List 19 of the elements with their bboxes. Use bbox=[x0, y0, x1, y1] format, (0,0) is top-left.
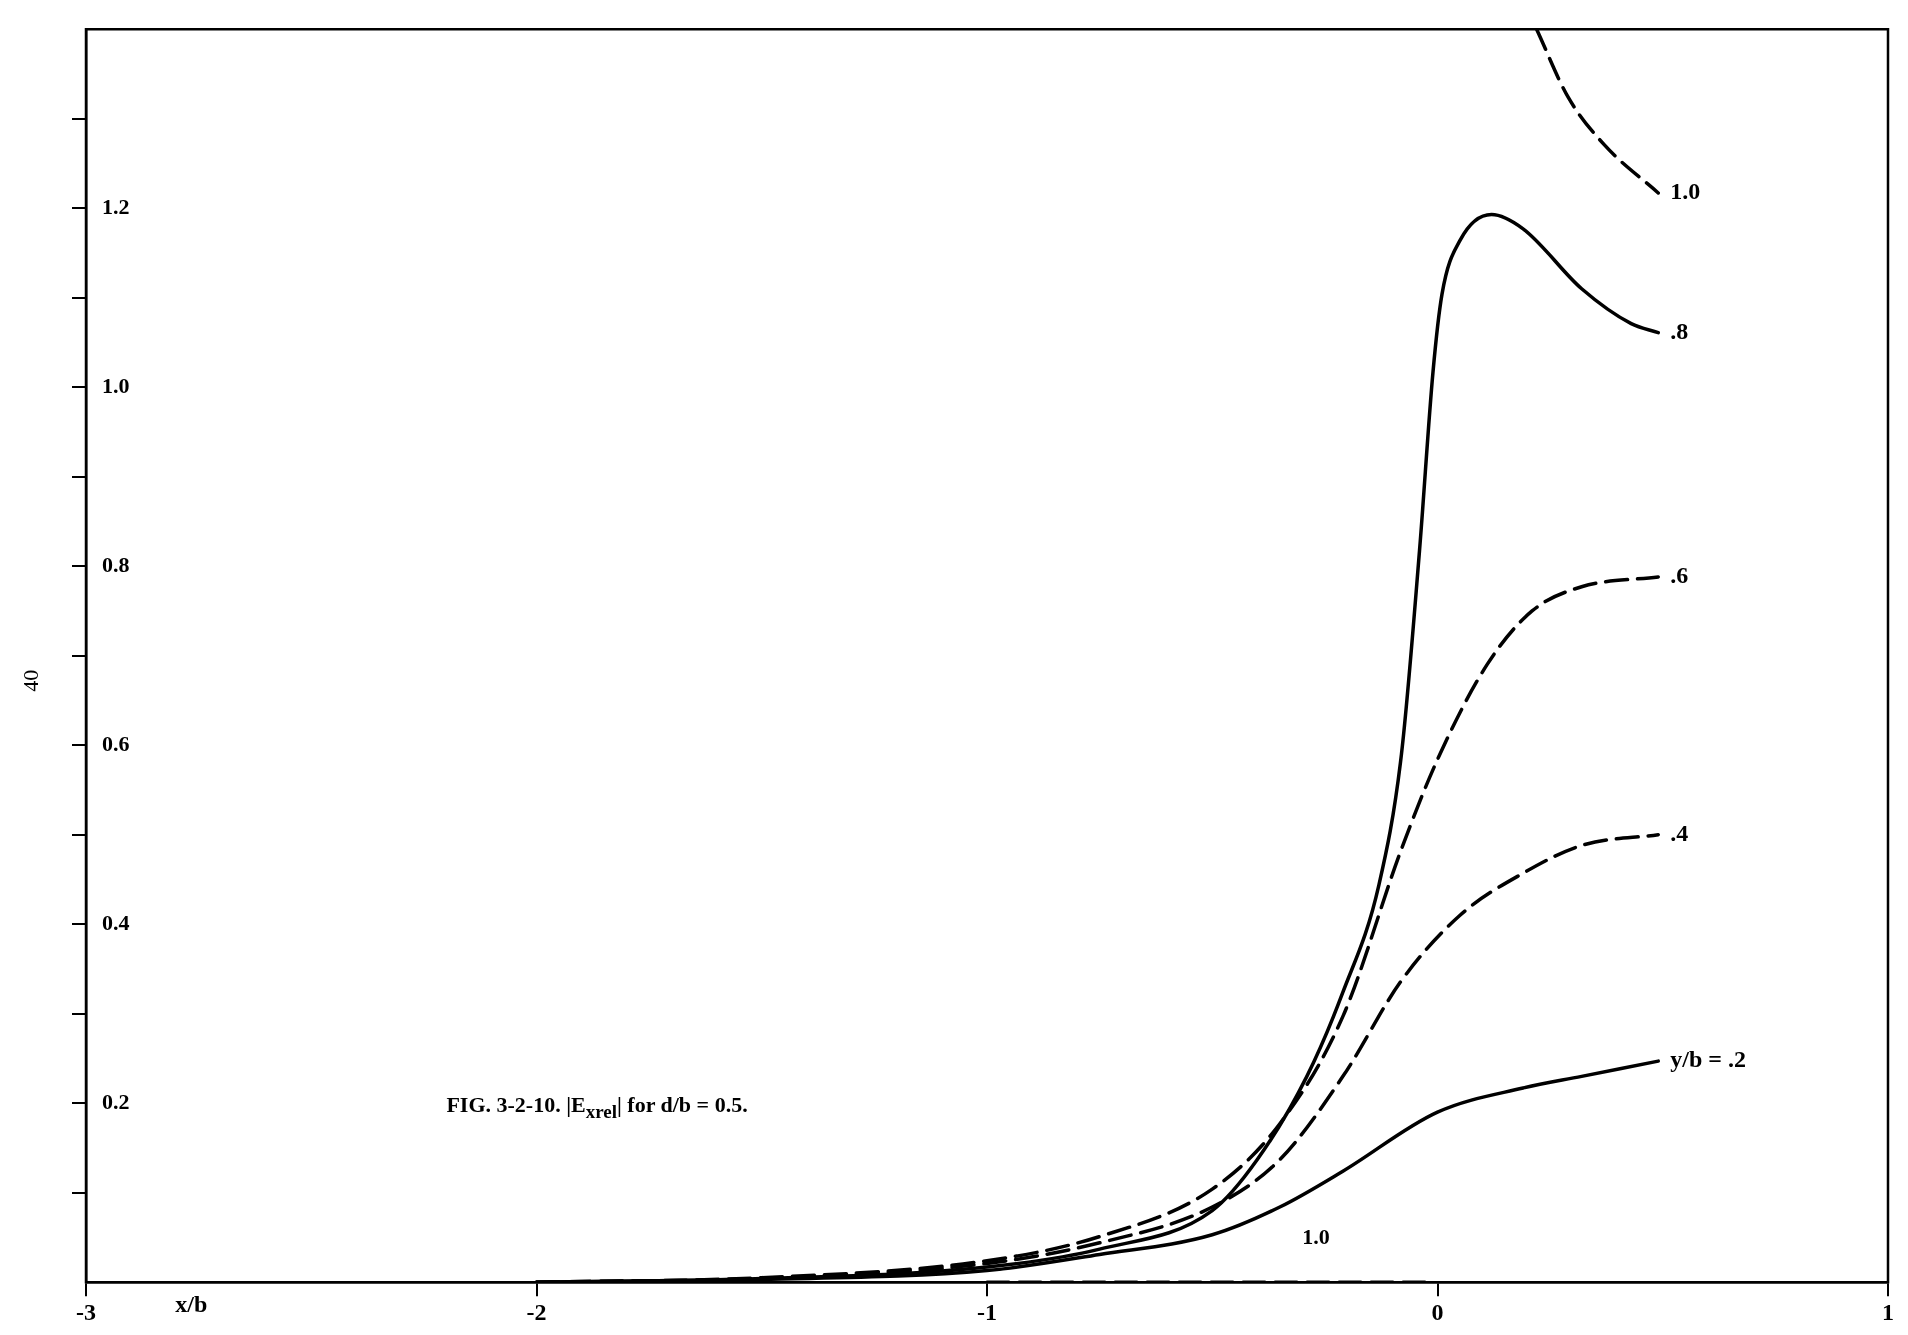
series-label: .8 bbox=[1670, 317, 1689, 344]
y-tick-label: 1.0 bbox=[102, 372, 130, 398]
y-tick-label: 0.8 bbox=[102, 551, 130, 577]
series-label: 1.0 bbox=[1670, 178, 1701, 205]
x-tick-label: 0 bbox=[1431, 1298, 1444, 1325]
x-tick-label: -1 bbox=[977, 1298, 997, 1325]
series-label: .4 bbox=[1670, 819, 1689, 846]
x-tick-label: 1 bbox=[1882, 1298, 1894, 1325]
series-label: .6 bbox=[1670, 562, 1689, 589]
y-tick-label: 0.2 bbox=[102, 1088, 130, 1114]
y-tick-label: 1.2 bbox=[102, 193, 130, 219]
x-axis-title: x/b bbox=[175, 1291, 208, 1318]
x-tick-label: -3 bbox=[76, 1298, 96, 1325]
text: 40 bbox=[17, 669, 43, 692]
x-tick-label: -2 bbox=[526, 1298, 547, 1325]
y-tick-label: 0.4 bbox=[102, 909, 130, 935]
y-tick-label: 0.6 bbox=[102, 730, 130, 756]
series-label: y/b = .2 bbox=[1670, 1046, 1746, 1073]
annotation: 1.0 bbox=[1302, 1224, 1330, 1250]
